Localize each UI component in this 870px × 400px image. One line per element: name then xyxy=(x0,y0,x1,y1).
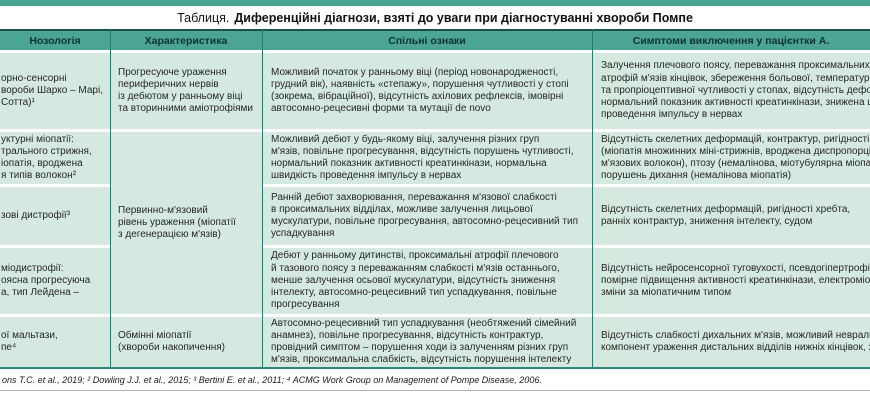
diagnosis-table: Нозологія Характеристика Спільні ознаки … xyxy=(0,29,870,367)
page-divider-line xyxy=(0,390,870,391)
cell-text: ої мальтази, пе⁴ xyxy=(1,329,58,353)
table-bottom-border xyxy=(0,367,870,369)
cell-common-signs-row3: Ранній дебют захворювання, переважання м… xyxy=(262,187,592,245)
cell-text: міодистрофії: оясна прогресуюча а, тип Л… xyxy=(1,262,91,299)
cell-common-signs-row2: Можливий дебют у будь-якому віці, залуче… xyxy=(262,132,592,184)
cell-common-signs-row5: Автосомно-рецесивний тип успадкування (н… xyxy=(262,317,592,367)
table-title-prefix: Таблиця. xyxy=(177,10,230,25)
cell-characteristic-row5: Обмінні міопатії (хвороби накопичення) xyxy=(110,317,262,367)
cell-exclusion-row1: Залучення плечового поясу, переважання п… xyxy=(592,53,870,129)
column-header-nosology: Нозологія xyxy=(29,34,81,47)
cell-text: орно-сенсорні вороби Шарко – Марі, Сотта… xyxy=(1,72,103,109)
cell-text: Можливий дебют у будь-якому віці, залуче… xyxy=(271,133,574,182)
cell-text: Прогресуюче ураження периферичних нервів… xyxy=(118,66,253,115)
table-title-text: Диференційні діагнози, взяті до уваги пр… xyxy=(234,10,693,25)
cell-text: Відсутність скелетних деформацій, контра… xyxy=(601,133,870,182)
cell-text: зові дистрофії³ xyxy=(1,209,71,221)
cell-text: Ранній дебют захворювання, переважання м… xyxy=(271,191,579,240)
cell-exclusion-row4: Відсутність нейросенсорної туговухості, … xyxy=(592,248,870,314)
cell-text: Дебют у ранньому дитинстві, проксимальні… xyxy=(271,250,560,311)
cell-text: Залучення плечового поясу, переважання п… xyxy=(601,60,870,121)
cell-exclusion-row5: Відсутність слабкості дихальних м'язів, … xyxy=(592,317,870,367)
top-accent-strip xyxy=(0,0,870,6)
cell-text: Первинно-м'язовий рівень ураження (міопа… xyxy=(118,204,236,241)
cell-exclusion-row3: Відсутність скелетних деформацій, ригідн… xyxy=(592,187,870,245)
cell-text: Можливий початок у ранньому віці (період… xyxy=(271,66,569,115)
cell-characteristic-row1: Прогресуюче ураження периферичних нервів… xyxy=(110,53,262,129)
column-header-characteristic: Характеристика xyxy=(144,34,228,47)
cell-text: Відсутність нейросенсорної туговухості, … xyxy=(601,262,870,299)
cell-characteristic-merged-rows2-4: Первинно-м'язовий рівень ураження (міопа… xyxy=(110,132,262,314)
column-divider-3 xyxy=(592,29,593,367)
column-header-common-signs: Спільні ознаки xyxy=(388,34,466,47)
table-header-row: Нозологія Характеристика Спільні ознаки … xyxy=(0,29,870,50)
cell-nosology-row3: зові дистрофії³ xyxy=(0,187,110,245)
cell-nosology-row2: уктурні міопатії: трального стрижня, іоп… xyxy=(0,132,110,184)
cell-common-signs-row1: Можливий початок у ранньому віці (період… xyxy=(262,53,592,129)
cell-common-signs-row4: Дебют у ранньому дитинстві, проксимальні… xyxy=(262,248,592,314)
cell-nosology-row4: міодистрофії: оясна прогресуюча а, тип Л… xyxy=(0,248,110,314)
table-body: орно-сенсорні вороби Шарко – Марі, Сотта… xyxy=(0,53,870,367)
cell-exclusion-row2: Відсутність скелетних деформацій, контра… xyxy=(592,132,870,184)
cell-nosology-row5: ої мальтази, пе⁴ xyxy=(0,317,110,367)
footnote-references: ons T.C. et al., 2019; ² Dowling J.J. et… xyxy=(2,375,542,385)
table-title: Таблиця. Диференційні діагнози, взяті до… xyxy=(0,6,870,29)
cell-text: Відсутність скелетних деформацій, ригідн… xyxy=(601,203,851,227)
cell-text: Обмінні міопатії (хвороби накопичення) xyxy=(118,329,226,353)
cell-text: Автосомно-рецесивний тип успадкування (н… xyxy=(271,317,577,366)
cell-nosology-row1: орно-сенсорні вороби Шарко – Марі, Сотта… xyxy=(0,53,110,129)
column-divider-1 xyxy=(110,29,111,367)
column-header-exclusion-symptoms: Симптоми виключення у пацієнтки А. xyxy=(632,34,830,47)
column-divider-2 xyxy=(262,29,263,367)
cell-text: Відсутність слабкості дихальних м'язів, … xyxy=(601,329,870,353)
cell-text: уктурні міопатії: трального стрижня, іоп… xyxy=(1,133,92,182)
